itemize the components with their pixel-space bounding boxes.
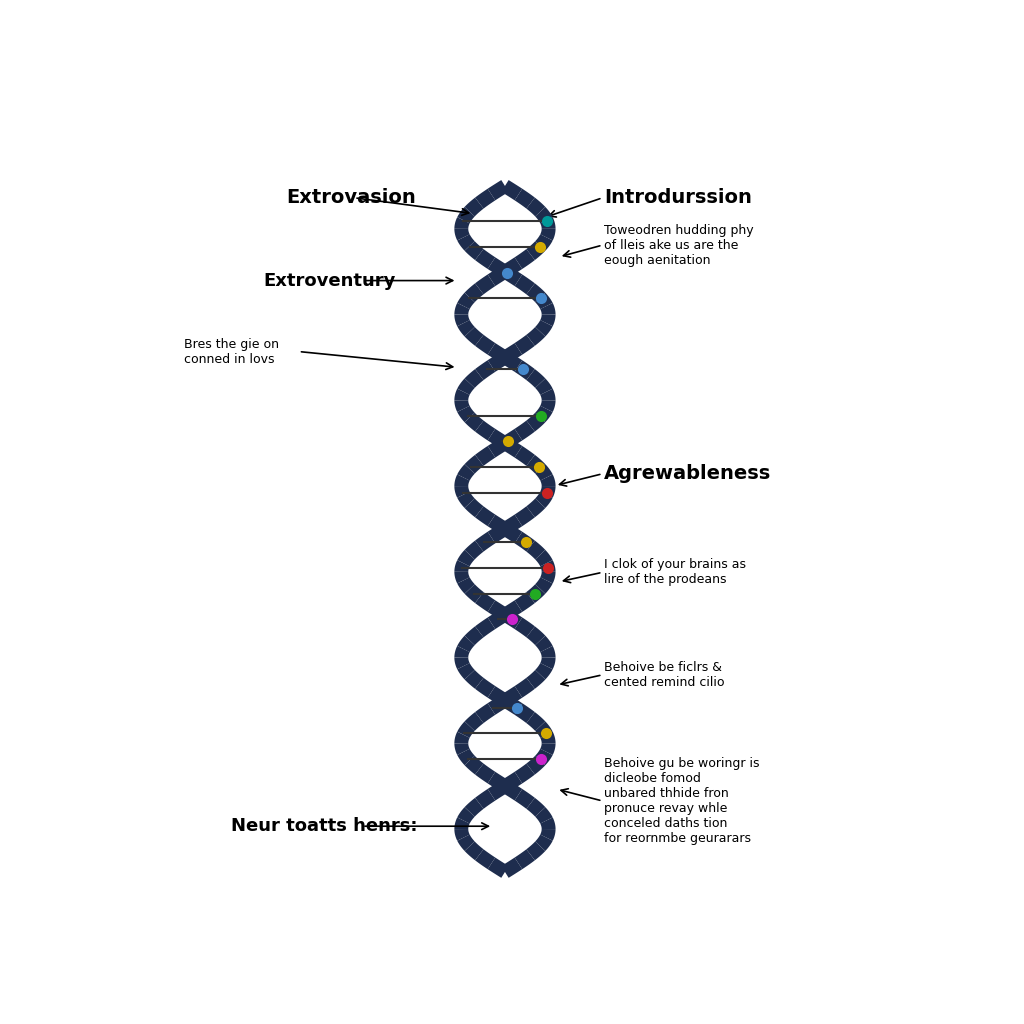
Text: Agrewableness: Agrewableness <box>604 464 771 483</box>
Text: Behoive be ficlrs &
cented remind cilio: Behoive be ficlrs & cented remind cilio <box>604 660 725 689</box>
Text: Neur toatts henrs:: Neur toatts henrs: <box>231 817 418 836</box>
Text: Extroventury: Extroventury <box>263 271 395 290</box>
Text: Extrovasion: Extrovasion <box>287 188 417 207</box>
Text: Bres the gie on
conned in lovs: Bres the gie on conned in lovs <box>183 338 279 366</box>
Text: Behoive gu be woringr is
dicleobe fomod
unbared thhide fron
pronuce revay whle
c: Behoive gu be woringr is dicleobe fomod … <box>604 757 760 845</box>
Text: Introdurssion: Introdurssion <box>604 188 752 207</box>
Text: I clok of your brains as
lire of the prodeans: I clok of your brains as lire of the pro… <box>604 558 746 587</box>
Text: Toweodren hudding phy
of lleis ake us are the
eough aenitation: Toweodren hudding phy of lleis ake us ar… <box>604 223 754 266</box>
